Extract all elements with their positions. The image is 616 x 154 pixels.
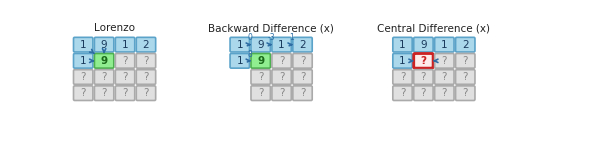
Text: ?: ? — [300, 88, 306, 98]
Text: 1: 1 — [237, 56, 243, 66]
FancyBboxPatch shape — [115, 70, 135, 84]
Text: ?: ? — [442, 56, 447, 66]
Text: 1: 1 — [441, 40, 448, 50]
FancyBboxPatch shape — [272, 37, 291, 52]
Text: ?: ? — [421, 56, 426, 66]
Text: 9: 9 — [101, 40, 107, 50]
Text: 2: 2 — [299, 40, 306, 50]
Text: ?: ? — [144, 72, 148, 82]
Text: ?: ? — [258, 72, 264, 82]
FancyBboxPatch shape — [136, 53, 156, 68]
FancyBboxPatch shape — [230, 37, 249, 52]
Text: ?: ? — [400, 72, 405, 82]
Text: 2: 2 — [462, 40, 469, 50]
Text: ?: ? — [442, 72, 447, 82]
Text: ?: ? — [102, 72, 107, 82]
FancyBboxPatch shape — [456, 37, 475, 52]
Text: ?: ? — [279, 56, 285, 66]
Text: 9: 9 — [257, 56, 264, 66]
FancyBboxPatch shape — [251, 70, 270, 84]
FancyBboxPatch shape — [272, 86, 291, 100]
FancyBboxPatch shape — [435, 70, 454, 84]
Text: 9: 9 — [257, 40, 264, 50]
FancyBboxPatch shape — [456, 70, 475, 84]
Text: 9: 9 — [420, 40, 427, 50]
FancyBboxPatch shape — [272, 70, 291, 84]
FancyBboxPatch shape — [435, 53, 454, 68]
Text: 9: 9 — [100, 56, 108, 66]
FancyBboxPatch shape — [115, 37, 135, 52]
FancyBboxPatch shape — [293, 37, 312, 52]
Text: ?: ? — [463, 88, 468, 98]
Text: ?: ? — [144, 56, 148, 66]
FancyBboxPatch shape — [435, 37, 454, 52]
Text: ?: ? — [102, 88, 107, 98]
Text: Backward Difference (x): Backward Difference (x) — [208, 23, 334, 33]
Text: ?: ? — [463, 72, 468, 82]
FancyBboxPatch shape — [414, 37, 433, 52]
Text: 8: 8 — [248, 50, 253, 59]
Text: ?: ? — [421, 72, 426, 82]
FancyBboxPatch shape — [393, 86, 412, 100]
Text: ?: ? — [279, 88, 285, 98]
FancyBboxPatch shape — [435, 86, 454, 100]
Text: Central Difference (x): Central Difference (x) — [378, 23, 490, 33]
FancyBboxPatch shape — [73, 53, 93, 68]
FancyBboxPatch shape — [251, 37, 270, 52]
Text: ?: ? — [123, 56, 128, 66]
FancyBboxPatch shape — [136, 70, 156, 84]
FancyBboxPatch shape — [73, 37, 93, 52]
Text: ?: ? — [123, 72, 128, 82]
FancyBboxPatch shape — [393, 70, 412, 84]
FancyBboxPatch shape — [73, 86, 93, 100]
Text: 1: 1 — [399, 56, 406, 66]
Text: ?: ? — [279, 72, 285, 82]
FancyBboxPatch shape — [73, 70, 93, 84]
Text: ?: ? — [300, 56, 306, 66]
FancyBboxPatch shape — [251, 86, 270, 100]
FancyBboxPatch shape — [230, 53, 249, 68]
FancyBboxPatch shape — [456, 53, 475, 68]
Text: ?: ? — [442, 88, 447, 98]
FancyBboxPatch shape — [251, 53, 270, 68]
FancyBboxPatch shape — [393, 37, 412, 52]
FancyBboxPatch shape — [456, 86, 475, 100]
FancyBboxPatch shape — [414, 53, 433, 68]
Text: 0: 0 — [248, 33, 253, 42]
Text: 1: 1 — [278, 40, 285, 50]
FancyBboxPatch shape — [272, 53, 291, 68]
FancyBboxPatch shape — [136, 37, 156, 52]
Text: 1: 1 — [122, 40, 128, 50]
FancyBboxPatch shape — [115, 86, 135, 100]
FancyBboxPatch shape — [94, 37, 114, 52]
Text: Lorenzo: Lorenzo — [94, 23, 135, 33]
Text: 1: 1 — [80, 56, 86, 66]
Text: 2: 2 — [143, 40, 149, 50]
FancyBboxPatch shape — [94, 53, 114, 68]
FancyBboxPatch shape — [393, 53, 412, 68]
FancyBboxPatch shape — [94, 70, 114, 84]
Text: ?: ? — [258, 88, 264, 98]
Text: ?: ? — [81, 88, 86, 98]
FancyBboxPatch shape — [414, 86, 433, 100]
FancyBboxPatch shape — [115, 53, 135, 68]
Text: ?: ? — [421, 88, 426, 98]
Text: ?: ? — [463, 56, 468, 66]
FancyBboxPatch shape — [94, 86, 114, 100]
Text: -3: -3 — [267, 33, 275, 42]
Text: ?: ? — [123, 88, 128, 98]
FancyBboxPatch shape — [293, 53, 312, 68]
Text: 1: 1 — [80, 40, 86, 50]
FancyBboxPatch shape — [414, 70, 433, 84]
Text: 1: 1 — [290, 33, 294, 42]
Text: ?: ? — [400, 88, 405, 98]
Text: ?: ? — [300, 72, 306, 82]
Text: 1: 1 — [399, 40, 406, 50]
FancyBboxPatch shape — [136, 86, 156, 100]
Text: 1: 1 — [237, 40, 243, 50]
Text: ?: ? — [81, 72, 86, 82]
FancyBboxPatch shape — [293, 86, 312, 100]
Text: ?: ? — [144, 88, 148, 98]
FancyBboxPatch shape — [293, 70, 312, 84]
